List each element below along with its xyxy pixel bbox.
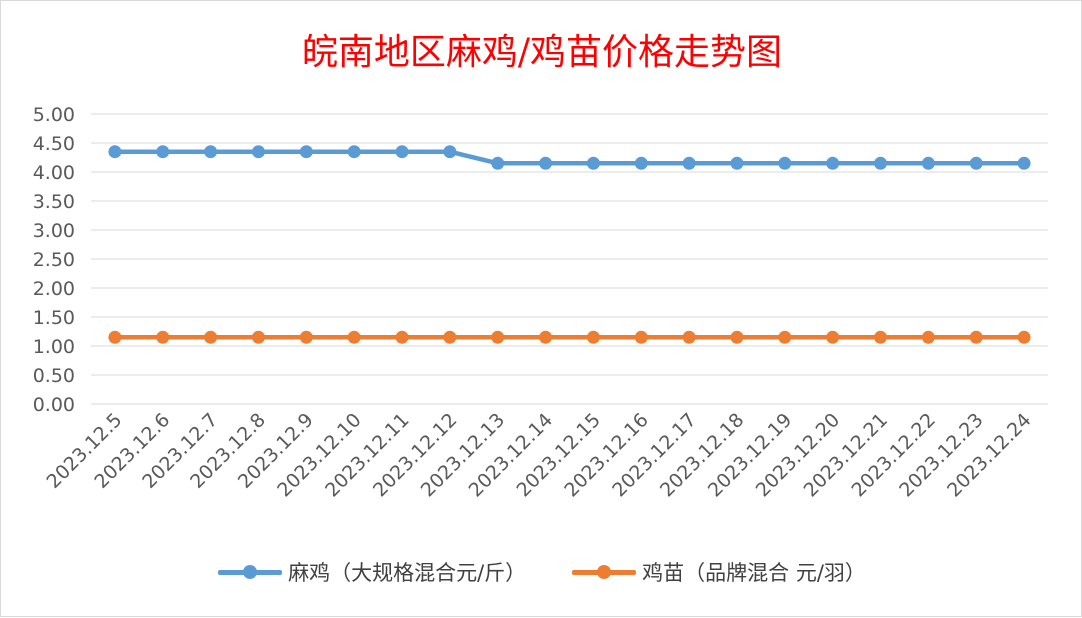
data-point [682,330,696,344]
data-point [204,330,218,344]
data-point [969,156,983,170]
data-point [156,145,170,159]
legend-swatch-majī [218,560,283,584]
legend-label-jimiao: 鸡苗（品牌混合 元/羽） [642,561,866,585]
data-point [251,330,265,344]
data-point [491,156,505,170]
legend: 麻鸡（大规格混合元/斤） 鸡苗（品牌混合 元/羽） [1,557,1082,587]
y-tick-label: 0.00 [33,394,75,416]
data-point [108,145,122,159]
y-tick-label: 4.50 [33,133,75,155]
data-point [921,330,935,344]
y-tick-label: 0.50 [33,365,75,387]
data-point [634,330,648,344]
legend-swatch-jimiao [572,560,637,584]
data-point [443,330,457,344]
y-tick-label: 5.00 [33,104,75,126]
data-point [874,156,888,170]
data-point [251,145,265,159]
data-point [491,330,505,344]
data-point [730,330,744,344]
y-tick-label: 1.50 [33,307,75,329]
series-line [112,149,1027,166]
data-point [299,330,313,344]
data-point [778,330,792,344]
data-point [443,145,457,159]
data-point [539,156,553,170]
chart-title: 皖南地区麻鸡/鸡苗价格走势图 [301,32,783,73]
data-point [874,330,888,344]
legend-label-majī: 麻鸡（大规格混合元/斤） [288,561,527,585]
data-point [921,156,935,170]
data-point [826,330,840,344]
data-point [826,156,840,170]
y-tick-label: 3.00 [33,220,75,242]
data-point [156,330,170,344]
data-point [395,145,409,159]
data-point [108,330,122,344]
data-point [778,156,792,170]
data-point [204,145,218,159]
data-point [347,330,361,344]
y-tick-label: 3.50 [33,191,75,213]
y-tick-label: 2.50 [33,249,75,271]
data-point [539,330,553,344]
data-point [395,330,409,344]
legend-item-jimiao: 鸡苗（品牌混合 元/羽） [572,557,866,587]
data-point [682,156,696,170]
y-tick-label: 1.00 [33,336,75,358]
data-point [299,145,313,159]
data-point [586,156,600,170]
data-point [730,156,744,170]
data-point [969,330,983,344]
data-point [586,330,600,344]
y-tick-label: 4.00 [33,162,75,184]
data-point [1017,330,1031,344]
data-point [347,145,361,159]
y-tick-label: 2.00 [33,278,75,300]
legend-item-majī: 麻鸡（大规格混合元/斤） [218,557,526,587]
data-point [1017,156,1031,170]
data-point [634,156,648,170]
